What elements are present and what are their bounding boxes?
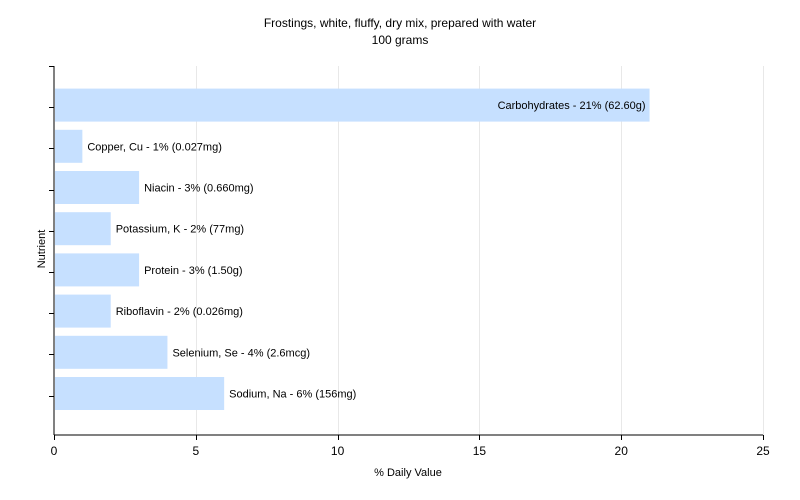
bar-label: Copper, Cu - 1% (0.027mg) [87, 141, 222, 153]
y-axis-ticks [49, 66, 54, 397]
x-axis-ticks: 0 5 10 15 20 25 [51, 435, 770, 458]
bar [55, 294, 111, 328]
chart-subtitle: 100 grams [372, 33, 429, 47]
grid-lines [196, 66, 764, 435]
x-axis-label: % Daily Value [374, 467, 442, 479]
bar-label: Sodium, Na - 6% (156mg) [229, 389, 356, 401]
bar-label: Protein - 3% (1.50g) [144, 265, 242, 277]
bar-label: Selenium, Se - 4% (2.6mcg) [172, 347, 310, 359]
chart-title: Frostings, white, fluffy, dry mix, prepa… [264, 16, 536, 30]
bar-label: Riboflavin - 2% (0.026mg) [116, 306, 243, 318]
bar [55, 212, 111, 246]
bar-label: Potassium, K - 2% (77mg) [116, 224, 244, 236]
bar [55, 335, 168, 369]
x-tick-label: 25 [756, 444, 770, 458]
bar [55, 253, 140, 287]
axes [53, 66, 763, 436]
x-tick-label: 10 [331, 444, 345, 458]
bar-label: Carbohydrates - 21% (62.60g) [498, 100, 646, 112]
y-axis-label: Nutrient [36, 230, 48, 269]
bar [55, 88, 650, 122]
x-tick-label: 5 [192, 444, 199, 458]
bar [55, 171, 140, 204]
bar-label: Niacin - 3% (0.660mg) [144, 183, 253, 195]
bar [55, 129, 83, 163]
bar [55, 377, 225, 410]
x-tick-label: 0 [51, 444, 58, 458]
bars: Carbohydrates - 21% (62.60g) Copper, Cu -… [55, 88, 650, 410]
x-tick-label: 15 [473, 444, 487, 458]
x-tick-label: 20 [615, 444, 629, 458]
